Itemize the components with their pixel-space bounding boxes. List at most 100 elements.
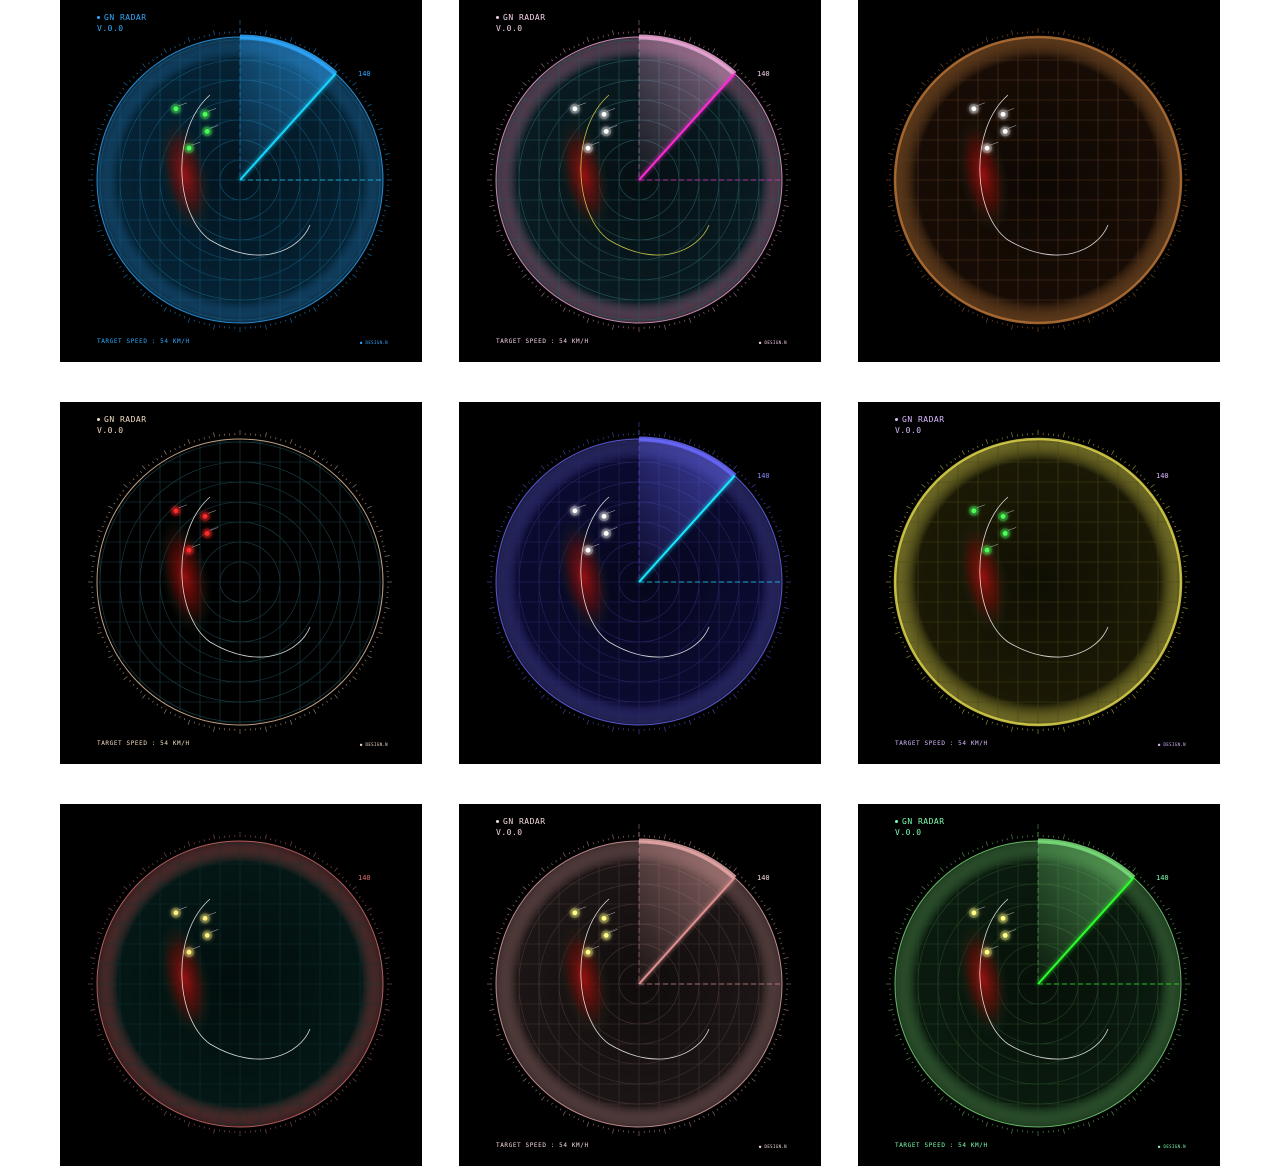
contact-leader	[208, 912, 217, 916]
trajectory-path	[979, 898, 1109, 1060]
target-contact[interactable]	[599, 510, 616, 522]
contact-leader	[178, 906, 187, 911]
status-dot-icon	[895, 820, 898, 823]
target-contact[interactable]	[200, 108, 217, 120]
sweep-wedge	[639, 439, 735, 582]
target-contact[interactable]	[583, 945, 600, 958]
radar-panel[interactable]: GN RADAR V.0.0 TARGET SPEED : 54 KM/H ● DES…	[60, 402, 422, 764]
heat-blob	[557, 116, 611, 234]
radar-tick-ring	[886, 430, 1190, 734]
target-contact[interactable]	[184, 945, 201, 958]
app-version: V.0.0	[496, 24, 523, 33]
target-contact[interactable]	[998, 108, 1015, 120]
target-contact[interactable]	[601, 125, 618, 137]
target-contact[interactable]	[1000, 125, 1017, 137]
target-contact[interactable]	[968, 102, 985, 114]
sweep-line	[638, 475, 736, 583]
range-label: 140	[1156, 874, 1169, 882]
target-contact[interactable]	[982, 141, 999, 154]
radar-panel[interactable]: GN RADAR V.0.0 TARGET SPEED : 54 KM/H ● DES…	[858, 804, 1220, 1166]
target-contact[interactable]	[968, 906, 985, 918]
status-dot-icon	[97, 418, 100, 421]
contact-leader	[609, 929, 618, 933]
app-version: V.0.0	[895, 828, 922, 837]
trajectory-path	[181, 94, 311, 256]
contact-leader	[1008, 125, 1017, 129]
target-contact[interactable]	[1000, 929, 1017, 941]
trajectory-path	[580, 898, 710, 1060]
radar-panel[interactable]: GN RADAR V.0.0 TARGET SPEED : 54 KM/H ● DES…	[858, 402, 1220, 764]
target-contact[interactable]	[998, 510, 1015, 522]
contact-leader	[1006, 108, 1015, 112]
radar-panel[interactable]	[858, 0, 1220, 362]
contact-leader	[1006, 912, 1015, 916]
app-title: GN RADAR	[97, 415, 147, 425]
target-contact[interactable]	[1000, 527, 1017, 539]
target-contact[interactable]	[184, 543, 201, 556]
target-contact[interactable]	[202, 929, 219, 941]
target-contact[interactable]	[599, 912, 616, 924]
contact-leader	[208, 108, 217, 112]
target-speed: TARGET SPEED : 54 KM/H	[895, 740, 988, 747]
heat-blob	[956, 116, 1010, 234]
sweep-arc	[1037, 838, 1136, 880]
target-contact[interactable]	[184, 141, 201, 154]
target-contact[interactable]	[170, 504, 187, 516]
contact-leader	[989, 543, 999, 548]
target-contact[interactable]	[170, 906, 187, 918]
target-contact[interactable]	[968, 504, 985, 516]
target-contact[interactable]	[601, 527, 618, 539]
contact-leader	[609, 527, 618, 531]
contact-leader	[1008, 527, 1017, 531]
radar-tick-ring	[487, 28, 791, 332]
target-contact[interactable]	[583, 543, 600, 556]
target-contact[interactable]	[569, 102, 586, 114]
radar-display	[487, 422, 791, 734]
target-contact[interactable]	[200, 912, 217, 924]
app-version: V.0.0	[97, 24, 124, 33]
radar-panel[interactable]: GN RADAR V.0.0 TARGET SPEED : 54 KM/H ● DES…	[459, 0, 821, 362]
contact-leader	[191, 543, 201, 548]
target-speed: TARGET SPEED : 54 KM/H	[97, 338, 190, 345]
app-version: V.0.0	[97, 426, 124, 435]
radar-panel[interactable]: GN RADAR V.0.0 TARGET SPEED : 54 KM/H ● DES…	[459, 804, 821, 1166]
target-contact[interactable]	[599, 108, 616, 120]
target-contact[interactable]	[202, 527, 219, 539]
target-contact[interactable]	[998, 912, 1015, 924]
radar-display	[886, 28, 1190, 332]
radar-display	[88, 20, 392, 332]
target-contact[interactable]	[202, 125, 219, 137]
contact-leader	[607, 510, 616, 514]
radar-panel[interactable]: 140	[60, 804, 422, 1166]
target-contact[interactable]	[982, 543, 999, 556]
contact-leader	[210, 527, 219, 531]
radar-tick-ring	[88, 832, 392, 1136]
contact-leader	[577, 504, 586, 509]
radar-panel[interactable]: GN RADAR V.0.0 TARGET SPEED : 54 KM/H ● DES…	[60, 0, 422, 362]
contact-leader	[577, 102, 586, 107]
sweep-wedge	[639, 841, 735, 984]
target-contact[interactable]	[170, 102, 187, 114]
app-title: GN RADAR	[496, 817, 546, 827]
target-contact[interactable]	[982, 945, 999, 958]
status-dot-icon	[496, 16, 499, 19]
target-contact[interactable]	[583, 141, 600, 154]
radar-grid	[895, 439, 1181, 725]
radar-tick-ring	[88, 28, 392, 332]
trajectory-path	[979, 496, 1109, 658]
target-contact[interactable]	[569, 906, 586, 918]
trajectory-path	[979, 94, 1109, 256]
contact-leader	[607, 108, 616, 112]
trajectory-path	[580, 94, 710, 256]
target-contact[interactable]	[569, 504, 586, 516]
radar-panel[interactable]: 140	[459, 402, 821, 764]
contact-leader	[590, 945, 600, 950]
radar-display	[886, 430, 1190, 734]
target-contact[interactable]	[200, 510, 217, 522]
target-contact[interactable]	[601, 929, 618, 941]
app-title: GN RADAR	[895, 817, 945, 827]
heat-blob	[158, 518, 212, 636]
radar-grid	[97, 841, 383, 1127]
contact-leader	[607, 912, 616, 916]
range-label: 140	[757, 874, 770, 882]
